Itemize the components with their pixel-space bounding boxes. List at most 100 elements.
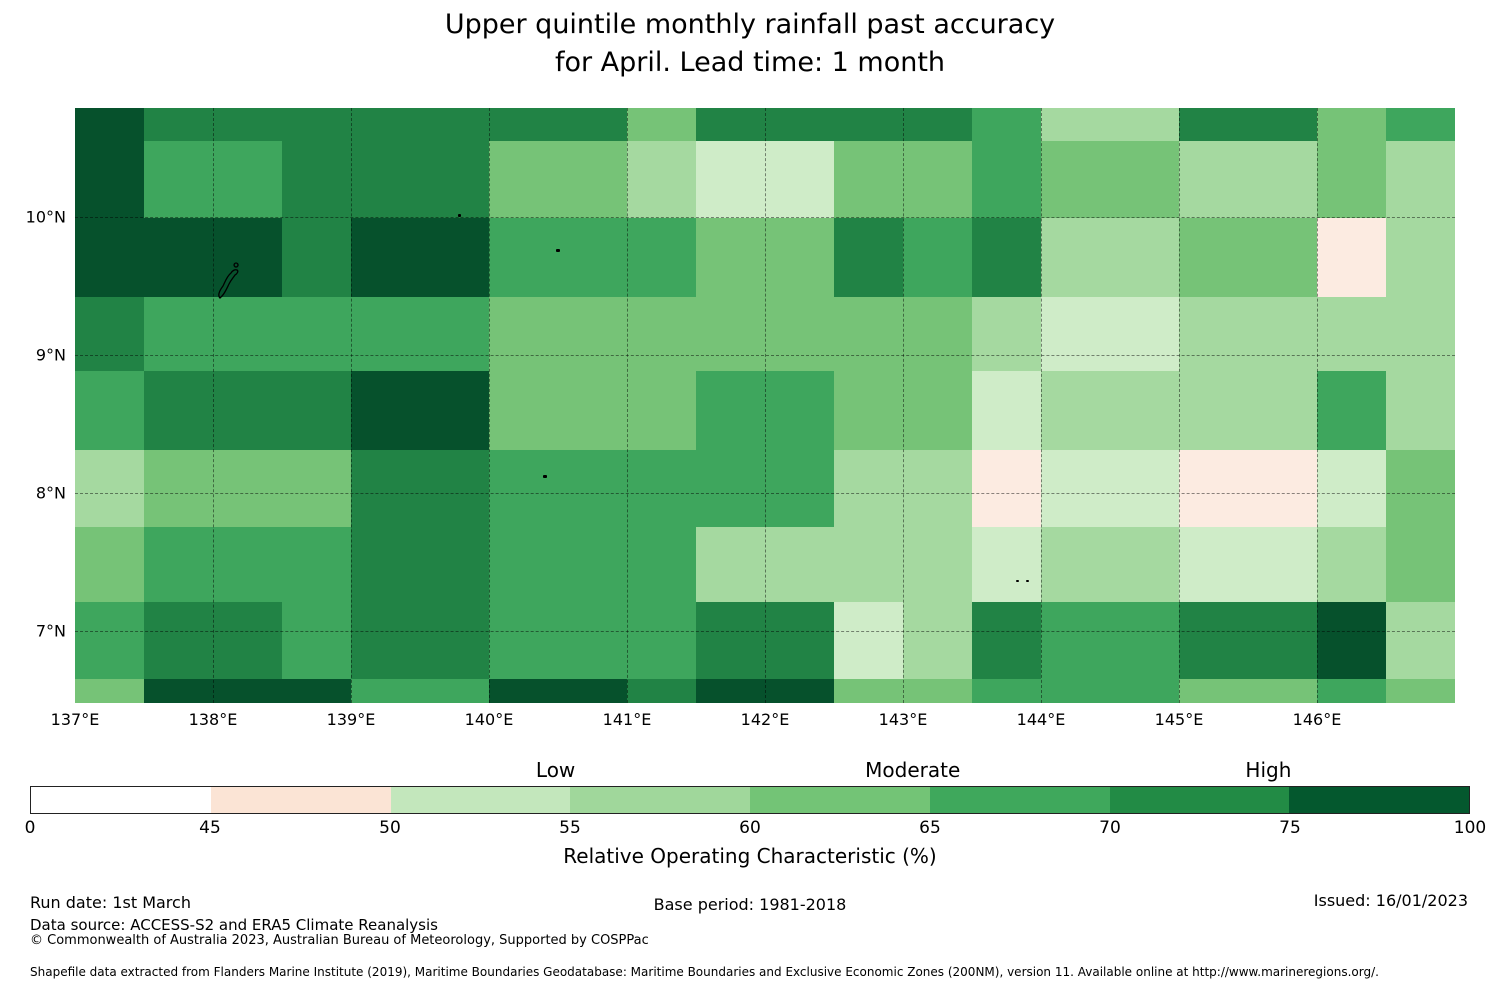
footer-data-source: Data source: ACCESS-S2 and ERA5 Climate …	[30, 916, 438, 934]
heatmap-cell	[282, 371, 351, 450]
heatmap-cell	[834, 527, 903, 602]
heatmap-cell	[420, 218, 489, 297]
heatmap-cell	[1041, 527, 1110, 602]
heatmap-cell	[282, 450, 351, 527]
heatmap-cell	[75, 527, 144, 602]
x-tick-label: 143°E	[878, 710, 928, 729]
heatmap-cell	[1110, 141, 1179, 218]
heatmap-cell	[282, 602, 351, 679]
heatmap-cell	[903, 602, 972, 679]
heatmap-cell	[972, 602, 1041, 679]
heatmap-cell	[765, 602, 834, 679]
heatmap-cell	[213, 297, 282, 371]
heatmap-cell	[1317, 450, 1386, 527]
heatmap-cell	[1386, 108, 1455, 141]
heatmap-cell	[489, 371, 558, 450]
heatmap-cell	[834, 108, 903, 141]
heatmap-cell	[1179, 602, 1248, 679]
heatmap-cell	[627, 297, 696, 371]
heatmap-cell	[834, 450, 903, 527]
heatmap-cell	[696, 218, 765, 297]
heatmap-row	[75, 141, 1455, 218]
heatmap-cell	[1317, 108, 1386, 141]
heatmap-cell	[1110, 218, 1179, 297]
heatmap-cell	[1386, 602, 1455, 679]
heatmap-cell	[696, 527, 765, 602]
heatmap-row	[75, 218, 1455, 297]
heatmap-cell	[1110, 297, 1179, 371]
heatmap-cell	[1248, 141, 1317, 218]
heatmap-row	[75, 297, 1455, 371]
heatmap-cell	[834, 141, 903, 218]
heatmap-cell	[282, 141, 351, 218]
heatmap-cell	[1179, 371, 1248, 450]
heatmap-cell	[1179, 679, 1248, 703]
heatmap-cell	[1041, 297, 1110, 371]
y-tick-label: 10°N	[25, 207, 66, 227]
heatmap-cell	[489, 679, 558, 703]
heatmap-cell	[627, 450, 696, 527]
heatmap-cell	[1317, 602, 1386, 679]
x-tick-label: 146°E	[1292, 710, 1342, 729]
heatmap-cell	[1248, 108, 1317, 141]
heatmap-cell	[420, 141, 489, 218]
heatmap-cell	[765, 218, 834, 297]
chart-title-line2: for April. Lead time: 1 month	[554, 47, 946, 78]
heatmap-cell	[972, 371, 1041, 450]
heatmap-cell	[1248, 297, 1317, 371]
heatmap-cell	[696, 602, 765, 679]
heatmap-cell	[1386, 371, 1455, 450]
heatmap-cell	[75, 371, 144, 450]
heatmap-cell	[903, 371, 972, 450]
heatmap-cell	[834, 297, 903, 371]
colorbar-tick-label: 50	[379, 818, 401, 838]
colorbar-axis-label: Relative Operating Characteristic (%)	[563, 844, 937, 868]
heatmap-cell	[903, 218, 972, 297]
heatmap-cell	[1386, 218, 1455, 297]
heatmap-cell	[627, 602, 696, 679]
y-tick-label: 9°N	[35, 345, 66, 365]
heatmap-row	[75, 371, 1455, 450]
colorbar-segment	[750, 787, 930, 813]
heatmap-cell	[213, 371, 282, 450]
y-tick-label: 7°N	[35, 621, 66, 641]
heatmap-cell	[420, 602, 489, 679]
heatmap-cell	[1248, 371, 1317, 450]
heatmap-cell	[489, 218, 558, 297]
heatmap-cell	[351, 108, 420, 141]
heatmap-cell	[351, 602, 420, 679]
heatmap-cell	[282, 108, 351, 141]
heatmap-cell	[213, 527, 282, 602]
x-tick-label: 142°E	[740, 710, 790, 729]
heatmap-cell	[420, 679, 489, 703]
heatmap-cell	[765, 141, 834, 218]
heatmap-cell	[627, 218, 696, 297]
footer-base-period: Base period: 1981-2018	[653, 895, 847, 914]
heatmap-cell	[1110, 371, 1179, 450]
heatmap-cell	[351, 141, 420, 218]
heatmap-cell	[1110, 679, 1179, 703]
heatmap-cell	[351, 297, 420, 371]
heatmap-cell	[1179, 141, 1248, 218]
island-dot	[556, 249, 560, 252]
heatmap-cell	[903, 527, 972, 602]
heatmap-cell	[420, 450, 489, 527]
heatmap-cell	[1248, 218, 1317, 297]
heatmap-cell	[420, 297, 489, 371]
heatmap-cell	[972, 450, 1041, 527]
heatmap-cell	[489, 297, 558, 371]
heatmap-cell	[903, 108, 972, 141]
footer-run-date: Run date: 1st March	[30, 893, 191, 912]
heatmap-cell	[972, 527, 1041, 602]
heatmap-cell	[75, 450, 144, 527]
heatmap-cell	[1041, 108, 1110, 141]
heatmap-cell	[489, 108, 558, 141]
heatmap-cell	[282, 218, 351, 297]
heatmap-cell	[765, 679, 834, 703]
heatmap-cell	[1248, 450, 1317, 527]
heatmap-cell	[144, 527, 213, 602]
heatmap-cell	[351, 527, 420, 602]
heatmap-cell	[834, 371, 903, 450]
colorbar-tick-label: 55	[559, 818, 581, 838]
